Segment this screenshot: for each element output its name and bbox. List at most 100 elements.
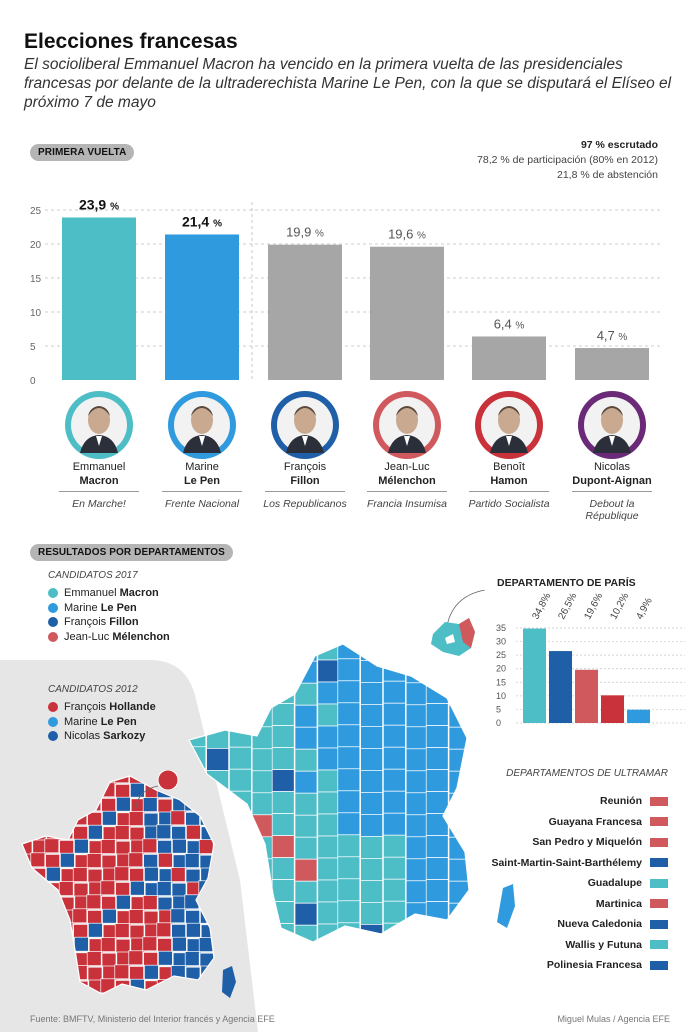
- candidate-name: François Fillon: [260, 460, 350, 488]
- paris-inset-2017: [431, 590, 485, 656]
- source-credit: Fuente: BMFTV, Ministerio del Interior f…: [30, 1014, 275, 1024]
- candidate-last-name: Mélenchon: [378, 475, 436, 487]
- candidate-last-name: Hamon: [490, 475, 528, 487]
- counted-stat: 97 % escrutado: [580, 139, 658, 151]
- legend-swatch: [48, 588, 58, 599]
- candidate-last-name: Macron: [79, 475, 119, 487]
- bar-value-label: 19,6 %: [388, 227, 426, 242]
- legend-item: François Hollande: [48, 700, 156, 715]
- paris-inset-2012: [157, 770, 179, 791]
- overseas-name: Nueva Caledonia: [557, 918, 642, 931]
- candidate-name: Jean-Luc Mélenchon: [362, 460, 452, 488]
- candidate-name: Nicolas Dupont-Aignan: [567, 460, 657, 488]
- legend-label: Emmanuel Macron: [64, 587, 159, 600]
- bar: [268, 244, 342, 380]
- candidate-party: Los Republicanos: [263, 498, 347, 510]
- bar-value-label: 21,4 %: [182, 213, 222, 229]
- candidate-party: Partido Socialista: [468, 498, 550, 510]
- legend-label: François Fillon: [64, 616, 139, 629]
- candidate-portrait: [577, 390, 647, 465]
- bar-value-label: 26,5%: [556, 591, 579, 621]
- legend-2012: François Hollande Marine Le Pen Nicolas Sa…: [48, 700, 156, 744]
- bar-value-label: 4,7 %: [597, 328, 628, 343]
- candidate-party: Frente Nacional: [164, 498, 240, 510]
- candidate-first-name: François: [283, 461, 327, 473]
- candidate-name: Marine Le Pen: [157, 460, 247, 488]
- y-tick-label: 25: [30, 206, 42, 217]
- overseas-name: Saint-Martin-Saint-Barthélemy: [491, 856, 642, 869]
- candidate-first-name: Jean-Luc: [384, 461, 430, 473]
- bar: [370, 246, 444, 380]
- candidate-party: Francia Insumisa: [367, 498, 447, 510]
- candidate-portraits: Emmanuel Macron En Marche! Marine Le Pen Fre…: [0, 390, 700, 522]
- bar: [575, 669, 598, 723]
- overseas-item: Martinica: [428, 894, 668, 915]
- candidate-last-name: Le Pen: [183, 475, 221, 487]
- page-subtitle: El socioliberal Emmanuel Macron ha venci…: [24, 56, 672, 111]
- paris-chart-title: DEPARTAMENTO DE PARÍS: [497, 577, 636, 589]
- overseas-swatch: [650, 960, 668, 970]
- y-tick-label: 20: [496, 664, 506, 674]
- candidate-last-name: Fillon: [290, 475, 320, 487]
- bar: [472, 336, 546, 380]
- section-label-departments: RESULTADOS POR DEPARTAMENTOS: [30, 544, 233, 561]
- first-round-bar-chart: 0 5 10 15 20 25 23,9 % 21,4 % 19,9 % 19,6 % 6,4 % 4…: [30, 196, 660, 387]
- bar-value-label: 19,6%: [582, 591, 605, 621]
- candidate-first-name: Emmanuel: [72, 461, 126, 473]
- y-tick-label: 15: [496, 677, 506, 687]
- legend-swatch: [48, 602, 58, 613]
- legend-swatch: [48, 731, 58, 742]
- bar-value-label: 10,2%: [608, 591, 631, 621]
- y-tick-label: 5: [30, 342, 36, 353]
- overseas-name: Polinesia Francesa: [546, 959, 642, 972]
- overseas-title: DEPARTAMENTOS DE ULTRAMAR: [506, 768, 668, 779]
- candidate-portrait: [270, 390, 340, 465]
- overseas-name: Martinica: [595, 897, 642, 910]
- candidates-2012-title: CANDIDATOS 2012: [48, 684, 138, 695]
- candidate-last-name: Dupont-Aignan: [572, 475, 652, 487]
- bar-value-label: 6,4 %: [494, 316, 525, 331]
- corsica-2012: [222, 966, 236, 998]
- bar: [627, 709, 650, 723]
- legend-item: Nicolas Sarkozy: [48, 729, 156, 744]
- legend-item: Emmanuel Macron: [48, 586, 170, 601]
- overseas-swatch: [650, 940, 668, 950]
- legend-item: Jean-Luc Mélenchon: [48, 630, 170, 645]
- overseas-name: Guayana Francesa: [548, 815, 642, 828]
- overseas-name: Wallis y Futuna: [565, 938, 642, 951]
- bar-value-label: 4,9%: [634, 596, 654, 621]
- candidate-portrait: [474, 390, 544, 465]
- candidate-name: Benoît Hamon: [464, 460, 554, 488]
- overseas-item: Guayana Francesa: [428, 812, 668, 833]
- bar: [165, 234, 239, 380]
- candidate-first-name: Marine: [185, 461, 219, 473]
- y-tick-label: 25: [496, 650, 506, 660]
- legend-swatch: [48, 617, 58, 628]
- bar: [575, 348, 649, 380]
- overseas-swatch: [650, 817, 668, 827]
- y-tick-label: 30: [496, 637, 506, 647]
- bar: [549, 651, 572, 723]
- overseas-swatch: [650, 858, 668, 868]
- author-credit: Miguel Mulas / Agencia EFE: [557, 1014, 670, 1024]
- overseas-item: Guadalupe: [428, 873, 668, 894]
- y-tick-label: 15: [30, 274, 42, 285]
- legend-item: Marine Le Pen: [48, 601, 170, 616]
- candidates-2017-title: CANDIDATOS 2017: [48, 570, 138, 581]
- candidate-name: Emmanuel Macron: [54, 460, 144, 488]
- overseas-swatch: [650, 919, 668, 929]
- bar: [62, 217, 136, 380]
- candidate-party: En Marche!: [72, 498, 126, 510]
- y-tick-label: 0: [496, 718, 501, 728]
- overseas-name: Guadalupe: [587, 877, 642, 890]
- y-tick-label: 20: [30, 240, 42, 251]
- bar-value-label: 23,9 %: [79, 196, 119, 212]
- y-tick-label: 10: [30, 308, 42, 319]
- bar-value-label: 34,8%: [530, 591, 553, 621]
- overseas-item: Saint-Martin-Saint-Barthélemy: [428, 853, 668, 874]
- candidate-party: Debout la République: [585, 498, 639, 522]
- bar: [523, 628, 546, 723]
- y-tick-label: 35: [496, 623, 506, 633]
- candidate-portrait: [167, 390, 237, 465]
- candidate-portrait: [372, 390, 442, 465]
